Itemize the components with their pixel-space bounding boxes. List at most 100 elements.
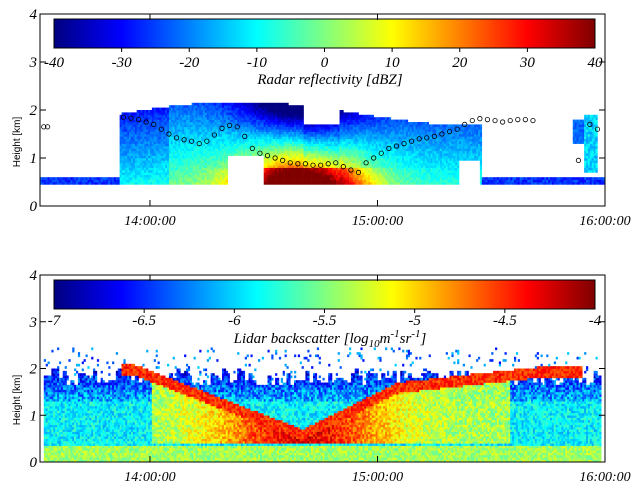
- radar-cell: [151, 122, 155, 125]
- radar-cell: [134, 146, 137, 149]
- radar-cell: [369, 126, 373, 130]
- radar-cell: [335, 172, 338, 176]
- radar-cell: [148, 124, 151, 128]
- radar-cell: [386, 162, 390, 166]
- radar-cell: [284, 146, 287, 149]
- radar-cell: [225, 143, 229, 147]
- radar-cell: [159, 179, 162, 183]
- radar-cell: [210, 177, 213, 180]
- radar-cell: [278, 122, 282, 125]
- radar-cell: [341, 119, 344, 123]
- radar-cell: [151, 117, 155, 120]
- radar-cell: [379, 131, 382, 135]
- radar-cell: [345, 122, 348, 125]
- radar-cell: [138, 165, 141, 168]
- radar-cell: [254, 107, 257, 111]
- radar-cell: [191, 158, 194, 161]
- radar-cell: [280, 160, 283, 164]
- radar-cell: [178, 167, 181, 171]
- radar-cell: [267, 131, 270, 135]
- radar-cell: [256, 107, 259, 111]
- radar-cell: [366, 124, 369, 128]
- radar-cell: [148, 122, 151, 125]
- radar-cell: [273, 102, 276, 106]
- radar-cell: [121, 126, 124, 130]
- radar-cell: [396, 146, 399, 149]
- radar-cell: [184, 110, 187, 113]
- radar-cell: [127, 148, 130, 152]
- radar-cell: [282, 158, 285, 161]
- radar-cell: [390, 148, 393, 152]
- radar-cell: [222, 150, 225, 154]
- radar-cell: [144, 112, 147, 116]
- radar-cell: [386, 153, 390, 156]
- radar-cell: [280, 112, 283, 116]
- radar-cell: [280, 136, 283, 140]
- radar-cell: [362, 182, 365, 185]
- radar-cell: [366, 122, 369, 125]
- radar-cell: [313, 141, 316, 144]
- radar-cell: [424, 170, 428, 173]
- radar-cell: [324, 124, 327, 128]
- radar-cell: [354, 122, 357, 125]
- radar-cell: [178, 158, 181, 161]
- radar-cell: [297, 182, 301, 185]
- radar-cell: [318, 153, 321, 156]
- radar-cell: [223, 138, 227, 142]
- radar-cell: [331, 141, 335, 144]
- radar-cell: [134, 112, 137, 116]
- radar-cell: [278, 110, 282, 113]
- radar-cell: [295, 153, 299, 156]
- radar-cell: [91, 177, 94, 180]
- radar-cell: [290, 141, 293, 144]
- radar-cell: [227, 143, 230, 147]
- radar-cell: [172, 170, 175, 173]
- radar-cell: [242, 150, 246, 154]
- radar-cell: [333, 172, 337, 176]
- radar-cell: [218, 160, 221, 164]
- radar-cell: [343, 134, 346, 137]
- radar-cell: [299, 174, 302, 178]
- radar-cell: [360, 155, 363, 159]
- radar-cell: [290, 107, 293, 111]
- radar-cell: [377, 124, 380, 128]
- radar-cell: [335, 131, 338, 135]
- radar-cell: [386, 148, 390, 152]
- radar-cell: [362, 160, 365, 164]
- radar-cell: [149, 155, 153, 159]
- radar-cell: [379, 119, 382, 123]
- radar-cell: [178, 146, 181, 149]
- radar-cell: [185, 124, 189, 128]
- radar-cell: [413, 160, 416, 164]
- radar-cell: [280, 179, 283, 183]
- radar-cell: [282, 155, 285, 159]
- radar-cell: [203, 114, 206, 118]
- radar-cell: [402, 143, 405, 147]
- radar-cell: [119, 119, 122, 123]
- radar-cell: [409, 172, 412, 176]
- radar-cell: [206, 122, 210, 125]
- radar-cell: [144, 182, 147, 185]
- radar-cell: [146, 182, 149, 185]
- radar-cell: [193, 155, 196, 159]
- radar-cell: [214, 117, 217, 120]
- radar-cell: [216, 107, 219, 111]
- radar-cell: [280, 170, 283, 173]
- radar-cell: [134, 148, 137, 152]
- radar-cell: [417, 155, 420, 159]
- radar-cell: [182, 155, 185, 159]
- radar-cell: [208, 177, 211, 180]
- radar-cell: [134, 150, 137, 154]
- radar-cell: [216, 143, 219, 147]
- radar-cell: [299, 107, 302, 111]
- radar-cell: [349, 134, 352, 137]
- radar-cell: [203, 143, 206, 147]
- radar-cell: [305, 134, 308, 137]
- radar-cell: [129, 174, 132, 178]
- radar-cell: [261, 110, 265, 113]
- radar-cell: [252, 153, 255, 156]
- radar-cell: [428, 146, 431, 149]
- radar-cell: [273, 155, 276, 159]
- radar-cell: [132, 167, 136, 171]
- radar-cell: [335, 162, 338, 166]
